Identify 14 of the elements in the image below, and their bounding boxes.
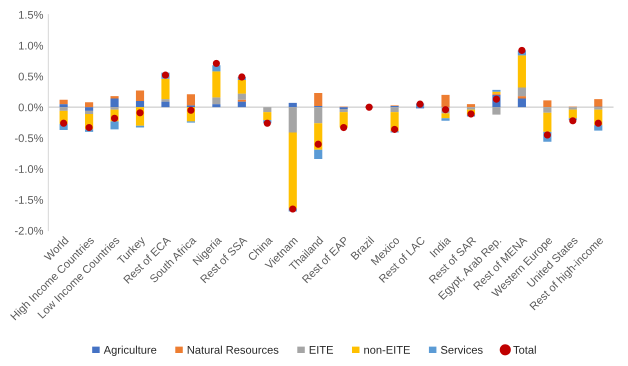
y-tick-label: -1.5% [14, 196, 44, 204]
y-tick-label: 1.5% [19, 10, 44, 19]
y-tick-label: -2.0% [14, 226, 44, 235]
legend-label: Agriculture [104, 346, 156, 356]
y-tick-label: -1.0% [14, 165, 44, 174]
y-tick-label: -0.5% [14, 134, 44, 142]
legend-label: Total [513, 346, 536, 354]
y-tick-label: 0.0% [18, 103, 44, 112]
y-tick-label: 0.5% [18, 72, 44, 80]
legend-label: non-EITE [364, 346, 410, 354]
y-tick-label: 1.0% [19, 42, 44, 50]
legend-label: Natural Resources [188, 346, 278, 354]
legend-label: Services [440, 346, 483, 354]
legend-label: EITE [310, 346, 334, 354]
